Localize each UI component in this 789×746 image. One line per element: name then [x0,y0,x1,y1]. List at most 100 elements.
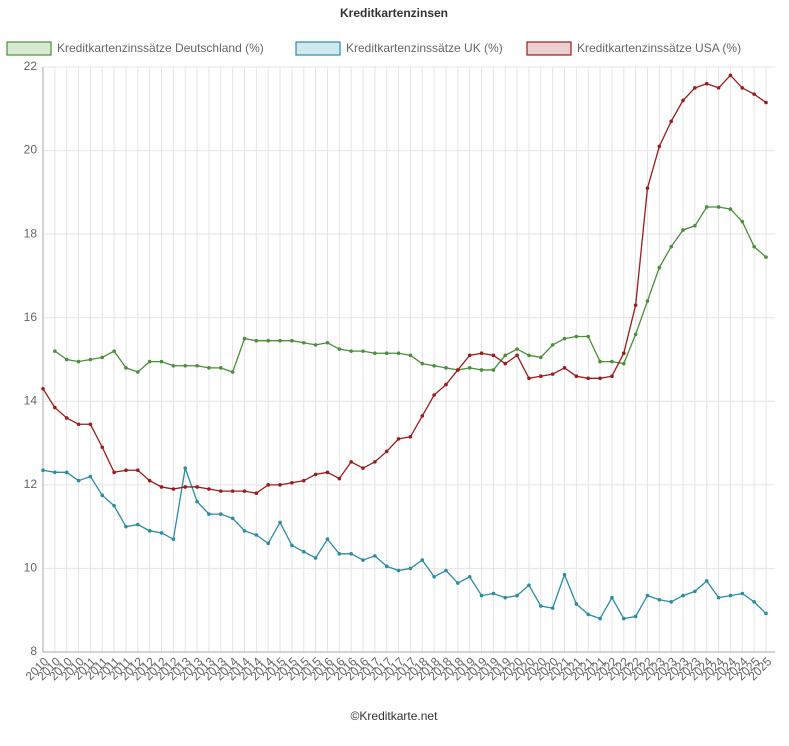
data-point [100,355,105,360]
data-point [254,338,259,343]
data-point [621,616,626,621]
data-point [420,558,425,562]
data-point [147,478,152,483]
data-point [53,349,57,353]
data-point [479,593,484,598]
data-point [384,351,389,356]
legend-swatch [526,41,572,56]
data-point [230,516,235,521]
data-point [645,299,650,303]
data-point [491,353,496,358]
data-point [349,349,353,353]
data-point [301,478,306,483]
data-point [254,533,259,537]
data-point [183,466,188,470]
data-point [242,336,247,341]
data-point [136,370,140,374]
legend-swatch [6,41,52,56]
data-point [242,529,247,533]
data-point [384,449,389,454]
data-point [408,353,413,358]
y-tick-label: 22 [24,59,38,73]
data-point [301,549,306,554]
data-point [266,541,270,546]
y-tick-label: 20 [24,143,38,157]
data-point [337,476,342,481]
data-point [100,493,105,498]
data-point [218,512,223,516]
data-point [432,393,436,397]
y-tick-label: 8 [30,644,37,658]
data-point [562,336,567,341]
data-point [633,332,638,337]
y-tick-label: 18 [24,226,38,240]
data-point [136,468,140,473]
data-point [266,483,270,487]
data-point [349,460,353,464]
data-point [764,255,768,259]
data-point [373,554,377,558]
data-point [420,414,425,418]
data-point [645,593,650,598]
data-point [562,572,567,577]
data-point [467,353,472,358]
footer: ©Kreditkarte.net [351,709,439,723]
data-point [432,363,436,368]
data-point [408,435,413,439]
data-point [195,363,199,368]
data-point [503,595,508,600]
data-point [503,353,508,358]
data-point [610,374,614,379]
data-point [610,359,614,364]
data-point [195,485,199,489]
data-point [171,537,176,541]
data-point [586,376,591,381]
data-point [301,340,306,345]
data-point [467,366,472,370]
data-point [550,606,555,610]
data-point [716,86,721,90]
data-point [704,81,709,86]
data-point [112,503,116,508]
data-point [515,347,519,351]
data-point [598,376,602,381]
data-point [337,347,342,351]
data-point [53,470,57,475]
data-point [728,73,733,78]
data-point [764,611,768,616]
data-point [242,489,247,493]
data-point [254,491,259,496]
data-point [195,499,199,504]
data-point [218,489,223,493]
data-point [704,579,709,583]
data-point [479,351,484,356]
data-point [467,574,472,579]
legend-swatch [295,41,341,56]
data-point [456,368,460,372]
data-point [124,524,128,529]
data-point [325,340,330,345]
data-point [752,600,756,604]
data-point [408,566,413,571]
y-tick-label: 14 [24,393,38,407]
data-point [396,351,401,356]
data-point [515,353,519,358]
data-point [313,343,318,347]
data-point [147,529,152,533]
data-point [76,478,81,483]
data-point [207,366,211,370]
data-point [693,223,697,228]
data-point [503,361,508,366]
data-point [53,405,57,410]
data-point [124,468,128,473]
data-point [325,537,330,541]
data-point [657,265,662,270]
data-point [527,376,531,381]
data-point [100,445,105,450]
legend-label: Kreditkartenzinssätze Deutschland (%) [57,41,264,55]
data-point [207,487,211,491]
data-point [574,374,579,379]
data-point [598,616,602,621]
data-point [444,366,448,370]
data-point [64,416,69,420]
